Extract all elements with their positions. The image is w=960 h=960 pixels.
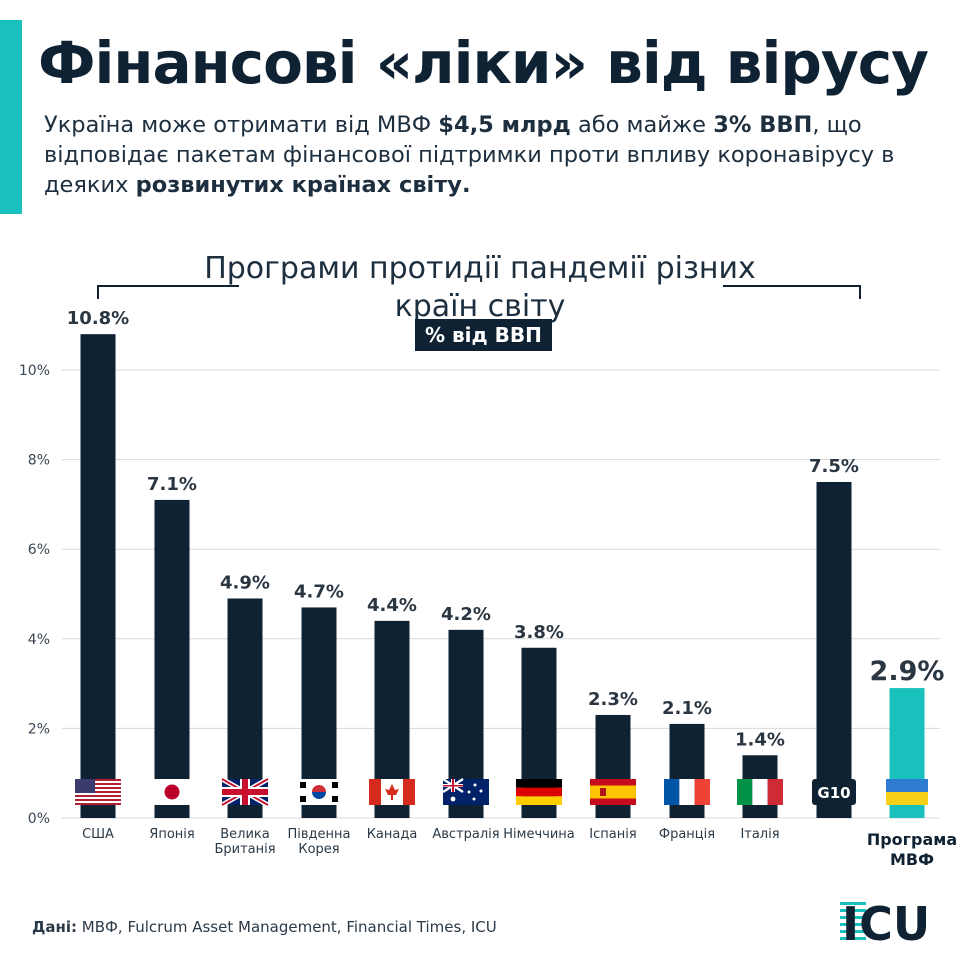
value-label: 4.7% [294,581,344,602]
y-tick-label: 8% [28,453,50,469]
source-text: МВФ, Fulcrum Asset Management, Financial… [77,918,497,936]
category-label: Італія [740,827,779,842]
bar [816,482,852,818]
y-tick-label: 4% [28,632,50,648]
subtitle-part: 3% ВВП [713,112,813,138]
category-label: Іспанія [589,827,636,842]
badge-flag-jp [149,779,195,805]
subtitle-part: $4,5 млрд [438,112,571,138]
category-label: Австралія [432,827,499,842]
chart-title-bracket-right [723,285,861,299]
category-label: Велика [220,827,270,842]
subtitle-part: Україна може отримати від МВФ [44,112,439,138]
category-label: МВФ [890,850,934,869]
value-label: 4.2% [441,604,491,625]
page-title: Фінансові «ліки» від вірусу [38,29,929,97]
category-label: Японія [149,827,194,842]
value-label: 1.4% [735,729,785,750]
value-label: 4.4% [367,595,417,616]
subtitle-part: , що відповідає пакетам фінансової підтр… [44,112,895,198]
value-label: 7.5% [809,456,859,477]
value-label: 2.1% [662,698,712,719]
y-tick-label: 0% [28,811,50,827]
icu-logo: ICU [840,897,930,946]
category-label: Британія [214,842,275,857]
subtitle-part: або майже [570,112,714,138]
category-label: Німеччина [503,827,574,842]
category-label: США [82,827,114,842]
logo-text: ICU [842,897,930,946]
y-tick-label: 6% [28,542,50,558]
badge-flag-kr [296,779,342,805]
badge-flag-it [737,779,783,805]
subtitle-part: розвинутих країнах світу. [135,172,471,198]
category-label: Франція [659,827,715,842]
badge-flag-gb [220,776,270,808]
badge-flag-us [75,779,121,805]
category-label: Корея [298,842,339,857]
category-label: Програма [867,830,957,849]
unit-badge: % від ВВП [415,319,552,351]
badge-label: G10 [817,784,850,802]
y-tick-label: 10% [19,363,50,379]
value-label: 2.3% [588,689,638,710]
source-label: Дані: [32,918,77,936]
badge-flag-de [516,779,562,805]
y-tick-label: 2% [28,721,50,737]
value-label: 3.8% [514,622,564,643]
chart-title: Програми протидії пандемії різних країн … [204,251,756,324]
bar [154,499,190,818]
badge-G10: G10 [812,779,856,805]
chart-title-bracket-left [97,285,239,299]
value-label: 10.8% [67,308,129,329]
accent-bar [0,20,22,214]
badge-flag-fr [664,779,710,805]
value-label: 2.9% [870,656,945,687]
badge-flag-es [590,779,636,805]
category-label: Південна [287,827,350,842]
value-label: 4.9% [220,572,270,593]
value-label: 7.1% [147,474,197,495]
badge-flag-au [442,777,489,805]
badge-flag-ua [886,779,928,805]
source-note: Дані: МВФ, Fulcrum Asset Management, Fin… [32,918,497,936]
bar [80,334,116,818]
category-label: Канада [367,827,418,842]
badge-flag-ca [369,779,415,805]
page-subtitle: Україна може отримати від МВФ $4,5 млрд … [44,110,924,200]
